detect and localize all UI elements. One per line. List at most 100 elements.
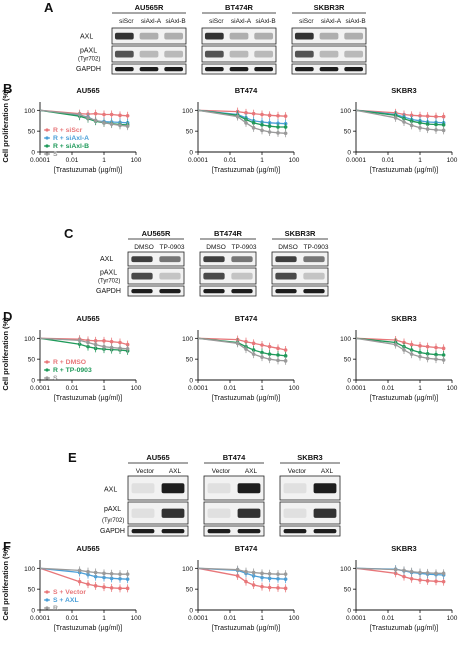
blot-lane-label: siAxl-B	[346, 18, 366, 25]
plot-title: AU565	[76, 544, 99, 553]
x-tick-label: 100	[289, 157, 300, 164]
blot-group-title: SKBR3	[297, 453, 322, 462]
blot-lane-label: DMSO	[278, 244, 298, 251]
plot-title: BT474	[235, 544, 258, 553]
data-point	[125, 124, 130, 128]
x-tick-label: 0.01	[224, 615, 237, 622]
data-point	[283, 577, 288, 581]
blot-band	[319, 50, 339, 58]
blot-strip	[291, 45, 367, 63]
series-line	[39, 337, 128, 352]
legend-marker	[45, 136, 49, 140]
blot-band	[139, 50, 159, 58]
series-line	[355, 337, 444, 356]
x-tick-label: 0.01	[382, 385, 395, 392]
legend-entry: R + siAxl-B	[53, 143, 89, 150]
blot-band	[254, 50, 274, 58]
blot-band	[254, 67, 274, 72]
blot-band	[275, 256, 297, 263]
blot-band	[207, 483, 231, 494]
blot-group-title: SKBR3R	[285, 229, 316, 238]
blot-group-title: AU565	[146, 453, 169, 462]
blot-row-label-paxl: pAXL	[100, 270, 117, 277]
y-tick-label: 0	[189, 378, 193, 385]
y-tick-label: 50	[28, 357, 36, 364]
blot-band	[231, 289, 253, 294]
blot-band	[283, 508, 307, 518]
y-axis-label: Cell proliferation (%)	[1, 547, 10, 621]
blot-band	[131, 272, 153, 280]
blot-strip	[199, 285, 257, 297]
blot-band	[131, 508, 155, 518]
blot-lane-label: DMSO	[206, 244, 226, 251]
legend-marker	[45, 590, 49, 594]
blot-band	[229, 32, 249, 40]
plot-title: AU565	[76, 86, 99, 95]
blot-lane-label: siScr	[209, 18, 224, 25]
series-line	[39, 567, 128, 580]
blot-lane-label: Vector	[136, 468, 155, 475]
series-line	[197, 567, 286, 575]
blot-strip	[127, 251, 185, 267]
legend-entry: S + Vector	[53, 589, 86, 596]
blot-group-title: BT474R	[225, 3, 254, 12]
blot-strip	[279, 525, 341, 537]
blot-row-label-paxl: pAXL	[104, 506, 121, 513]
y-tick-label: 100	[24, 336, 35, 343]
data-point	[283, 572, 288, 576]
x-tick-label: 1	[418, 615, 422, 622]
legend-entry: S + AXL	[53, 597, 79, 604]
x-tick-label: 0.0001	[188, 157, 208, 164]
blot-band	[207, 529, 231, 534]
blot-band	[164, 32, 184, 40]
blot-lane-label: TP-0903	[232, 244, 257, 251]
x-axis-label: [Trastuzumab (µg/ml)]	[212, 395, 280, 402]
blot-lane-label: siAxl-A	[141, 18, 162, 25]
y-tick-label: 100	[182, 566, 193, 573]
x-tick-label: 100	[447, 157, 458, 164]
blot-band	[344, 67, 364, 72]
blot-band	[313, 483, 337, 494]
blot-strip	[203, 525, 265, 537]
x-tick-label: 0.0001	[188, 385, 208, 392]
series-line	[197, 567, 286, 589]
blot-strip	[201, 27, 277, 45]
x-tick-label: 0.0001	[30, 385, 50, 392]
series-line	[197, 567, 286, 580]
series-line	[355, 567, 444, 583]
y-tick-label: 50	[344, 587, 352, 594]
x-axis-label: [Trastuzumab (µg/ml)]	[370, 395, 438, 402]
data-point	[441, 579, 446, 584]
blot-row-label-gapdh: GAPDH	[100, 528, 125, 535]
blot-band	[229, 67, 249, 72]
y-tick-label: 0	[347, 608, 351, 615]
blot-lane-label: siAxl-B	[166, 18, 186, 25]
blot-band	[313, 529, 337, 534]
y-tick-label: 50	[344, 129, 352, 136]
plot-title: SKBR3	[391, 86, 416, 95]
blot-band	[131, 483, 155, 494]
data-point	[283, 348, 288, 352]
y-tick-label: 100	[24, 108, 35, 115]
blot-band	[237, 529, 261, 534]
blot-lane-label: siAxl-B	[256, 18, 276, 25]
legend-marker	[45, 606, 49, 610]
panel-letter-A: A	[44, 0, 54, 15]
legend-entry: R + siScr	[53, 127, 83, 134]
blot-band	[294, 32, 314, 40]
legend-entry: R + siAxl-A	[53, 135, 89, 142]
series-line	[39, 337, 128, 350]
blot-lane-label: siScr	[119, 18, 134, 25]
x-tick-label: 100	[447, 615, 458, 622]
blot-band	[344, 50, 364, 58]
blot-band	[114, 50, 134, 58]
blot-group-title: AU565R	[142, 229, 171, 238]
x-tick-label: 1	[102, 157, 106, 164]
blot-band	[204, 67, 224, 72]
blot-band	[159, 272, 181, 280]
x-axis-label: [Trastuzumab (µg/ml)]	[370, 625, 438, 632]
blot-band	[229, 50, 249, 58]
legend-entry: R + TP-0903	[53, 367, 92, 374]
panel-letter-B: B	[3, 81, 12, 96]
